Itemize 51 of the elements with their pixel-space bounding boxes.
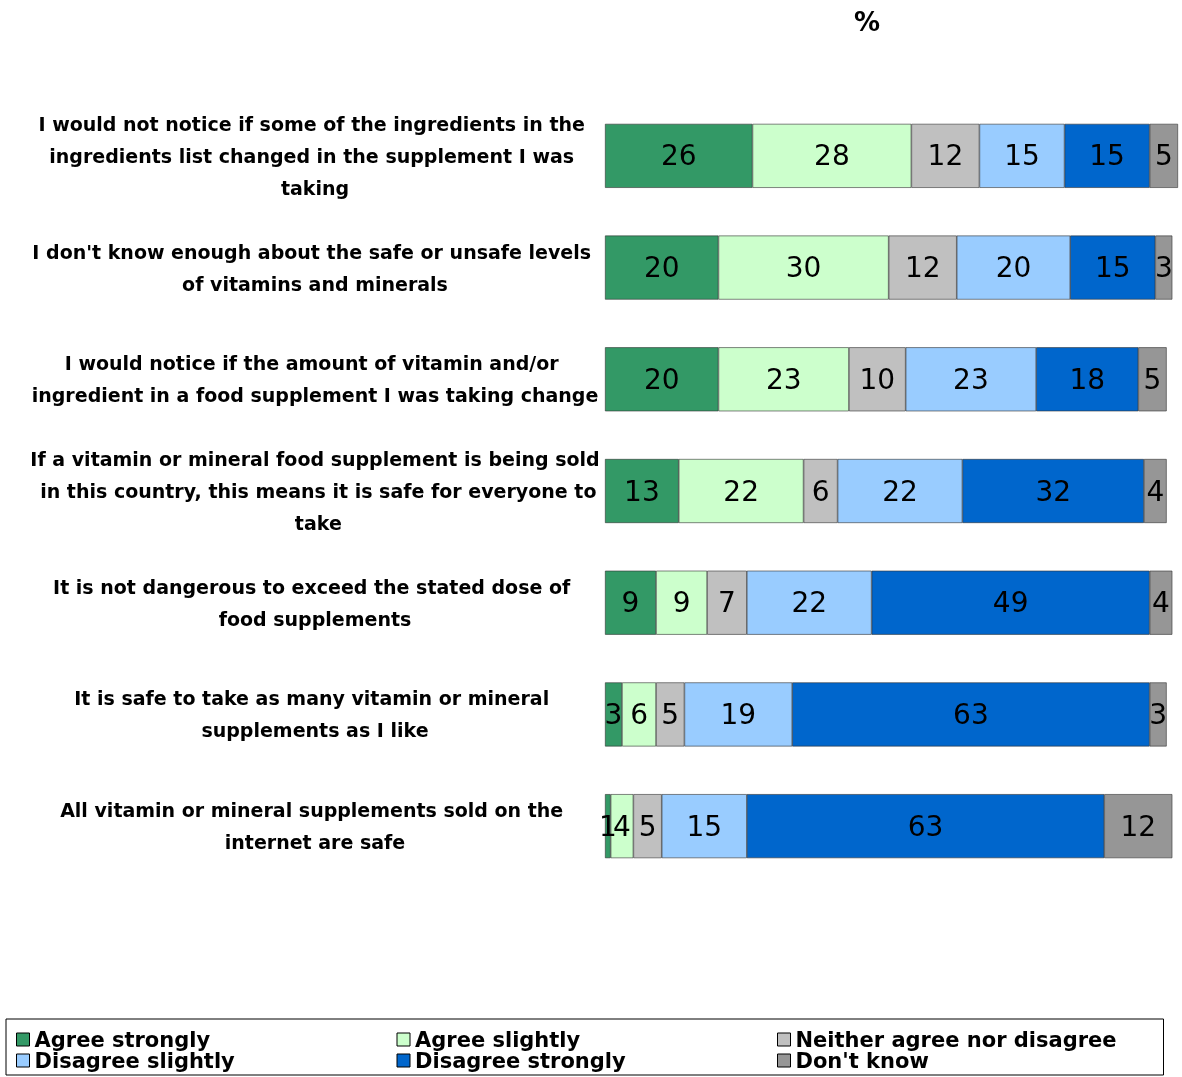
legend-label: Agree strongly	[34, 1027, 211, 1052]
data-label: 19	[720, 697, 757, 731]
y-tick-label: I would notice if the amount of vitamin and/or ingredient in a food supplement I was taking change	[31, 352, 599, 407]
data-label: 20	[643, 362, 680, 396]
data-label: 30	[785, 251, 822, 285]
data-label: 15	[1094, 251, 1131, 285]
data-label: 4	[1146, 474, 1165, 508]
data-label: 6	[811, 474, 830, 508]
data-label: 5	[661, 697, 680, 731]
data-label: 20	[643, 251, 680, 285]
data-label: 20	[995, 251, 1032, 285]
data-label: 49	[992, 586, 1029, 620]
data-label: 3	[1154, 251, 1173, 285]
data-label: 15	[686, 809, 723, 843]
data-label: 9	[672, 586, 691, 620]
data-label: 15	[1004, 139, 1040, 173]
data-label: 12	[904, 251, 941, 285]
legend-label: Agree slightly	[415, 1027, 581, 1052]
data-label: 9	[621, 586, 640, 620]
data-label: 5	[638, 809, 657, 843]
data-label: 22	[791, 586, 828, 620]
chart-title: %	[853, 7, 881, 37]
data-label: 22	[882, 474, 918, 508]
y-tick-label: I don't know enough about the safe or unsafe levels of vitamins and minerals	[32, 240, 598, 295]
data-label: 63	[907, 809, 944, 843]
data-label: 3	[1149, 697, 1168, 731]
y-tick-label: It is safe to take as many vitamin or mineral supplements as I like	[74, 687, 556, 742]
data-label: 22	[723, 474, 759, 508]
data-label: 4	[1152, 586, 1170, 620]
data-label: 28	[814, 139, 850, 173]
data-label: 12	[1120, 809, 1157, 843]
data-label: 32	[1035, 474, 1072, 508]
y-tick-label: I would not notice if some of the ingredients in the ingredients list changed in the supplement I was taking	[38, 112, 592, 199]
y-tick-label: It is not dangerous to exceed the stated dose of food supplements	[53, 575, 577, 630]
data-label: 5	[1143, 362, 1162, 396]
y-tick-label: If a vitamin or mineral food supplement is being sold in this country, this means it is safe for everyone to take	[30, 448, 600, 534]
data-label: 23	[953, 362, 989, 396]
data-label: 15	[1089, 139, 1125, 173]
data-label: 12	[927, 139, 964, 173]
data-label: 63	[953, 697, 989, 731]
data-label: 5	[1154, 139, 1173, 173]
y-tick-label: All vitamin or mineral supplements sold on the internet are safe	[60, 799, 570, 854]
data-label: 7	[718, 586, 736, 620]
data-label: 13	[624, 474, 660, 508]
data-label: 3	[604, 697, 623, 731]
data-label: 4	[613, 809, 631, 843]
data-label: 18	[1069, 362, 1106, 396]
data-label: 10	[859, 362, 896, 396]
data-label: 6	[630, 697, 648, 731]
data-label: 23	[765, 362, 802, 396]
data-label: 26	[660, 139, 697, 173]
